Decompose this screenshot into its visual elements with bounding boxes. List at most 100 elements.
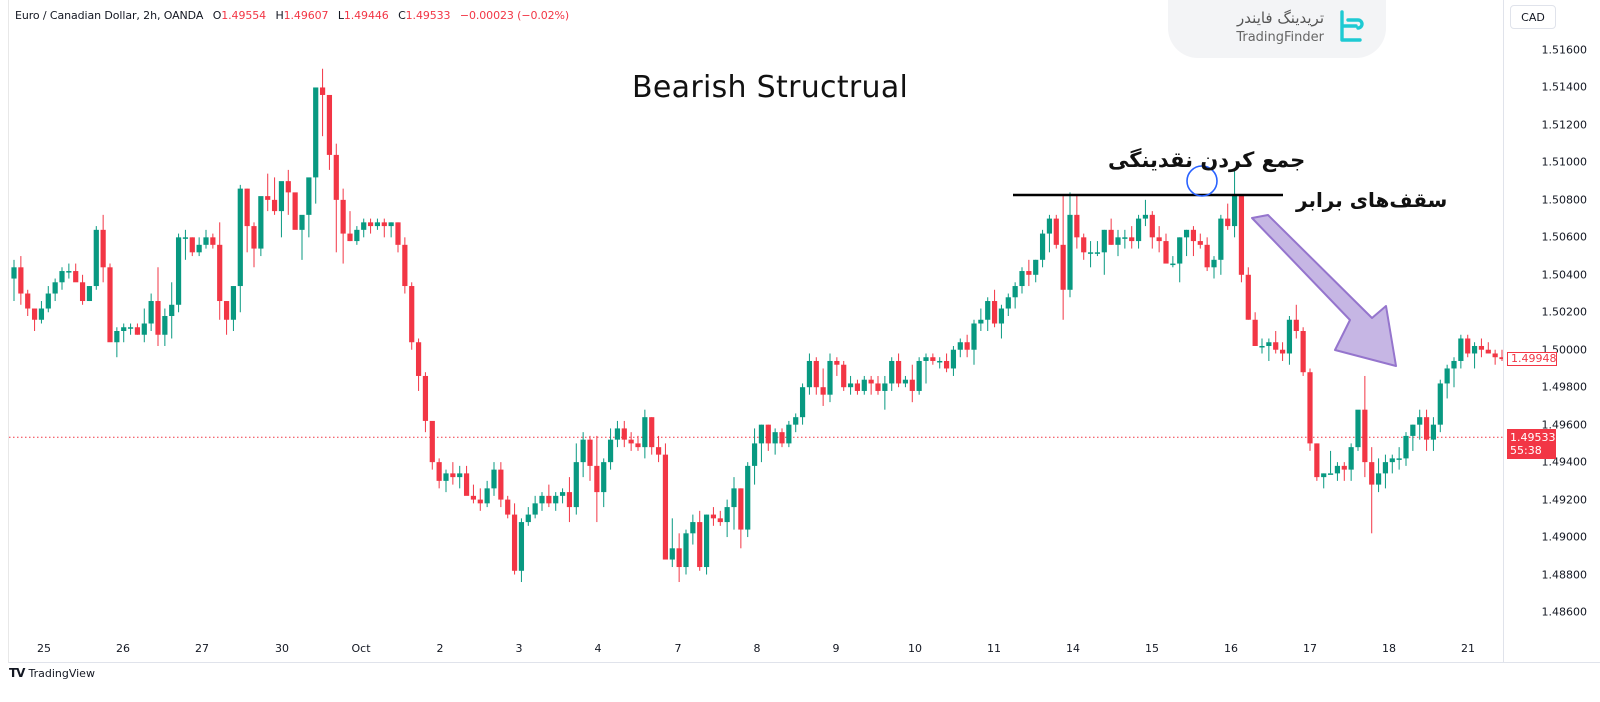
candle bbox=[943, 353, 950, 373]
candle bbox=[820, 368, 826, 406]
candle bbox=[1252, 312, 1258, 346]
price-tick: 1.50800 bbox=[1541, 193, 1588, 207]
candle bbox=[230, 286, 237, 331]
candle bbox=[1211, 256, 1217, 279]
candle bbox=[52, 278, 58, 302]
price-tick: 1.50200 bbox=[1541, 305, 1588, 319]
candle bbox=[1204, 237, 1210, 272]
candle bbox=[518, 518, 525, 583]
candle bbox=[902, 375, 909, 388]
candle bbox=[1108, 218, 1114, 245]
candle bbox=[621, 420, 627, 448]
candle bbox=[347, 211, 353, 242]
candle bbox=[484, 480, 490, 508]
candle bbox=[1225, 203, 1231, 230]
candle bbox=[93, 226, 99, 290]
candle bbox=[793, 413, 799, 433]
candle bbox=[1135, 214, 1142, 249]
tradingview-logo[interactable]: TV TradingView bbox=[9, 666, 95, 680]
candle bbox=[1149, 211, 1155, 249]
current-price-label: 1.49533 55:38 bbox=[1507, 429, 1556, 460]
candle bbox=[1019, 267, 1025, 294]
candle bbox=[1307, 368, 1313, 451]
currency-button[interactable]: CAD bbox=[1510, 5, 1556, 29]
candle bbox=[491, 462, 497, 496]
candle bbox=[299, 214, 305, 260]
candle bbox=[642, 409, 648, 459]
candle bbox=[1396, 447, 1402, 470]
candle bbox=[889, 357, 895, 391]
candle bbox=[429, 420, 435, 470]
candle bbox=[971, 319, 977, 365]
watermark-persian: تریدینگ فایندر bbox=[1237, 9, 1324, 27]
candle bbox=[395, 222, 401, 253]
candle bbox=[1115, 229, 1121, 257]
watermark-english: TradingFinder bbox=[1236, 30, 1324, 45]
candle bbox=[306, 177, 312, 238]
candle bbox=[834, 357, 840, 376]
candle bbox=[923, 353, 929, 384]
candle bbox=[875, 375, 881, 395]
high-value: 1.49607 bbox=[283, 9, 329, 22]
candle bbox=[985, 297, 991, 331]
candle bbox=[18, 256, 24, 305]
bearish-arrow-icon[interactable] bbox=[1251, 214, 1397, 367]
time-axis[interactable]: 25 26 27 30 Oct 2 3 4 7 8 9 10 11 14 15 16 17 18 21 bbox=[9, 634, 1503, 662]
candle bbox=[121, 323, 127, 343]
close-label: C bbox=[398, 9, 406, 22]
candle bbox=[45, 286, 51, 313]
candle bbox=[1286, 316, 1293, 365]
last-price-label: 1.49948 bbox=[1507, 352, 1557, 367]
candle bbox=[909, 364, 915, 403]
candle bbox=[580, 432, 586, 478]
candle bbox=[1362, 375, 1368, 478]
candle bbox=[950, 345, 957, 376]
candle bbox=[827, 353, 833, 403]
candle bbox=[409, 282, 415, 350]
liquidity-circle[interactable] bbox=[1186, 165, 1218, 197]
chart-frame bbox=[8, 0, 1600, 663]
candle bbox=[1327, 450, 1334, 475]
candle bbox=[1231, 169, 1238, 238]
candle bbox=[1190, 226, 1197, 257]
candle bbox=[1012, 282, 1018, 309]
candle bbox=[683, 529, 689, 575]
equal-highs-label: سقف‌های برابر bbox=[1296, 188, 1448, 212]
candle bbox=[223, 301, 230, 335]
candle bbox=[868, 375, 874, 395]
candle bbox=[539, 492, 545, 511]
candle bbox=[422, 372, 429, 433]
candle bbox=[127, 323, 134, 335]
candle bbox=[594, 435, 600, 523]
candle bbox=[1039, 229, 1046, 268]
time-label: 14 bbox=[1066, 642, 1080, 655]
low-value: 1.49446 bbox=[343, 9, 389, 22]
candle bbox=[1067, 192, 1073, 298]
candle bbox=[1005, 293, 1011, 317]
candle bbox=[697, 510, 703, 571]
high-label: H bbox=[275, 9, 284, 22]
price-tick: 1.49000 bbox=[1541, 530, 1588, 544]
candle bbox=[1430, 417, 1437, 451]
price-tick: 1.49800 bbox=[1541, 380, 1588, 394]
candlestick-chart[interactable] bbox=[0, 0, 1503, 634]
candle bbox=[861, 375, 867, 395]
candle bbox=[1471, 342, 1478, 369]
candle bbox=[655, 435, 662, 463]
price-axis[interactable]: 1.51600 1.51400 1.51200 1.51000 1.50800 1.506… bbox=[1503, 0, 1600, 662]
price-tick: 1.51000 bbox=[1541, 155, 1588, 169]
candle bbox=[703, 514, 710, 575]
candle bbox=[1465, 334, 1471, 358]
candle bbox=[402, 237, 408, 294]
candle bbox=[251, 222, 257, 268]
candle bbox=[196, 237, 202, 257]
candle bbox=[662, 443, 669, 560]
time-label: 30 bbox=[275, 642, 289, 655]
time-label: 9 bbox=[832, 642, 840, 655]
candle bbox=[114, 327, 120, 358]
symbol-name[interactable]: Euro / Canadian Dollar, 2h, OANDA bbox=[15, 9, 204, 22]
candle bbox=[841, 360, 847, 391]
candle bbox=[1403, 432, 1409, 466]
change-value: −0.00023 (−0.02%) bbox=[459, 9, 570, 22]
candle bbox=[1451, 357, 1457, 388]
